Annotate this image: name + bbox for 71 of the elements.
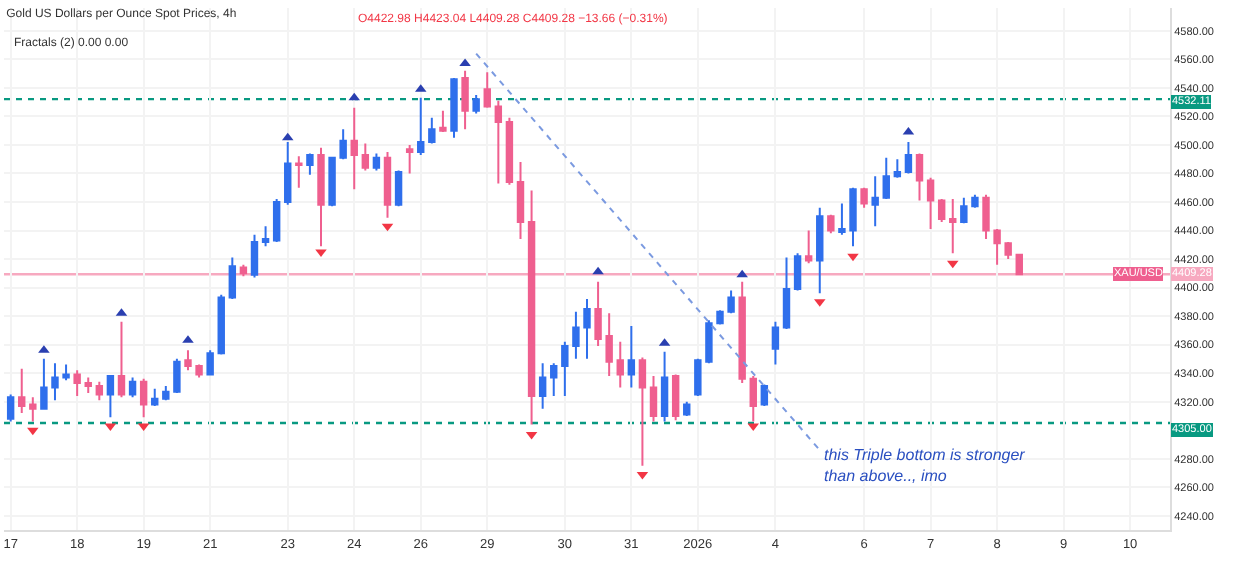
candlestick [405, 143, 414, 175]
point [847, 253, 859, 262]
candlestick [937, 198, 946, 223]
candlestick [926, 176, 935, 231]
candlestick [139, 377, 148, 419]
candlestick [151, 387, 159, 407]
candlestick [295, 155, 303, 189]
point [27, 427, 39, 436]
candlestick [882, 156, 890, 201]
candlestick [361, 142, 370, 172]
candlestick [904, 141, 913, 175]
candlestick [95, 380, 104, 402]
candlestick [804, 229, 813, 265]
candlestick [793, 252, 802, 292]
candlestick [29, 396, 37, 423]
candlestick [827, 213, 835, 235]
candlestick [272, 198, 281, 243]
candlestick [128, 376, 137, 399]
candlestick [84, 376, 92, 395]
candlestick [250, 233, 259, 279]
candlestick [417, 96, 425, 156]
candlestick [649, 374, 658, 423]
candlestick [206, 349, 214, 376]
candlestick [516, 161, 525, 241]
candlestick [527, 189, 536, 426]
candlestick [394, 169, 403, 208]
candlestick [627, 325, 636, 389]
candlestick [372, 152, 381, 172]
candlestick [505, 116, 514, 186]
candlestick [483, 71, 491, 109]
candlestick [228, 256, 237, 300]
candlestick [117, 320, 126, 399]
candlestick [860, 186, 868, 209]
candlestick [871, 175, 879, 228]
candlestick [261, 225, 270, 248]
candlestick [771, 320, 780, 366]
candlestick [450, 76, 458, 139]
candlestick [439, 109, 447, 134]
candlestick [660, 350, 669, 423]
candlestick [760, 383, 769, 407]
candlestick [550, 362, 558, 397]
candlestick [1015, 253, 1023, 276]
candlestick [6, 393, 15, 423]
candlestick [428, 116, 436, 145]
candlestick [538, 362, 547, 410]
point [459, 58, 471, 67]
candlestick [949, 198, 957, 255]
point [592, 266, 604, 275]
candlestick [671, 373, 680, 422]
candlestick [317, 146, 325, 248]
candlestick [893, 158, 902, 178]
candlestick [638, 356, 647, 467]
annotation: this Triple bottom is stronger than above.., imo [824, 446, 1026, 485]
candlestick [106, 374, 115, 419]
candlestick [816, 206, 824, 295]
candlestick [306, 152, 314, 176]
candlestick [616, 340, 624, 389]
candlestick [350, 106, 358, 191]
point [736, 269, 748, 278]
candlestick [383, 151, 392, 219]
candlestick [472, 94, 480, 115]
candlestick [749, 374, 757, 423]
candlestick [217, 293, 225, 356]
candlestick [915, 152, 924, 202]
candlestick [738, 280, 746, 385]
candlestick [494, 99, 503, 185]
candlestick [461, 69, 469, 131]
candlestick [782, 256, 791, 330]
candlestick [284, 141, 292, 206]
candlestick [18, 367, 26, 415]
candlestick [73, 369, 81, 397]
